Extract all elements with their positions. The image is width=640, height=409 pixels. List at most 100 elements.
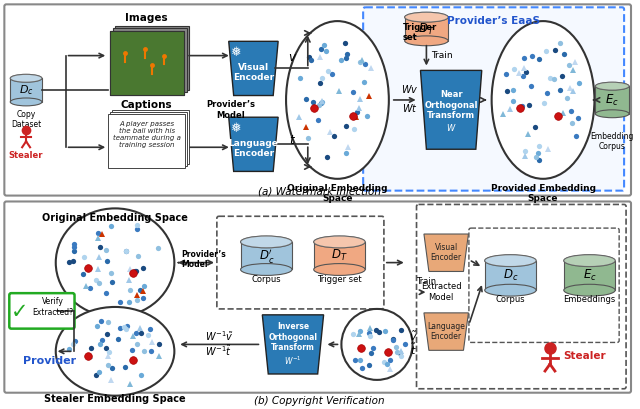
Polygon shape (228, 117, 278, 171)
Text: Trigger
set: Trigger set (403, 23, 437, 43)
Text: Stealer Embedding Space: Stealer Embedding Space (44, 394, 186, 404)
Polygon shape (424, 313, 468, 351)
Ellipse shape (314, 263, 365, 275)
Text: Provided Embedding
Space: Provided Embedding Space (490, 184, 596, 203)
Text: Language
Encoder: Language Encoder (228, 139, 278, 158)
Polygon shape (228, 41, 278, 96)
Polygon shape (241, 242, 292, 270)
Text: ❅: ❅ (230, 46, 241, 59)
Ellipse shape (484, 284, 536, 296)
Ellipse shape (241, 236, 292, 248)
Text: $W^{-1}\tilde{t}$: $W^{-1}\tilde{t}$ (205, 343, 232, 358)
Text: Verify
Extracted?: Verify Extracted? (32, 297, 74, 317)
Ellipse shape (286, 21, 389, 179)
Polygon shape (564, 261, 615, 290)
Text: $D_T$: $D_T$ (418, 21, 435, 36)
FancyBboxPatch shape (113, 28, 188, 92)
Ellipse shape (56, 307, 174, 396)
Text: $t$: $t$ (289, 134, 296, 147)
Polygon shape (484, 261, 536, 290)
Text: $Wt$: $Wt$ (402, 102, 417, 114)
Text: Extracted
Model: Extracted Model (421, 283, 461, 302)
Text: $\tilde{t}$: $\tilde{t}$ (410, 342, 417, 357)
Text: $v$: $v$ (289, 52, 298, 65)
Text: $W^{-1}\tilde{v}$: $W^{-1}\tilde{v}$ (205, 330, 233, 344)
FancyBboxPatch shape (469, 228, 619, 342)
Text: Images: Images (125, 13, 168, 23)
Polygon shape (420, 70, 482, 149)
FancyBboxPatch shape (115, 26, 189, 90)
Text: Corpus: Corpus (252, 275, 281, 284)
Text: Original Embedding
Space: Original Embedding Space (287, 184, 388, 203)
Ellipse shape (10, 98, 42, 106)
Text: ❅: ❅ (230, 122, 241, 135)
Ellipse shape (595, 110, 629, 118)
Ellipse shape (404, 12, 448, 22)
Text: $D_c'$: $D_c'$ (259, 247, 274, 265)
Ellipse shape (10, 74, 42, 82)
FancyBboxPatch shape (10, 293, 74, 329)
FancyBboxPatch shape (4, 4, 631, 196)
Text: $D_c$: $D_c$ (19, 83, 33, 97)
Text: Provider’s
Model: Provider’s Model (206, 100, 255, 119)
Ellipse shape (56, 209, 174, 317)
Text: Trigger set: Trigger set (317, 275, 362, 284)
Polygon shape (424, 234, 468, 272)
FancyBboxPatch shape (110, 31, 184, 95)
Text: Original Embedding Space: Original Embedding Space (42, 213, 188, 223)
Text: Inverse
Orthogonal
Transform
$W^{-1}$: Inverse Orthogonal Transform $W^{-1}$ (268, 322, 317, 366)
Text: $D_T$: $D_T$ (331, 248, 348, 263)
Ellipse shape (484, 255, 536, 267)
Text: $Wv$: $Wv$ (401, 83, 419, 95)
Text: ✓: ✓ (10, 302, 28, 322)
FancyBboxPatch shape (4, 202, 631, 393)
Text: $D_c$: $D_c$ (502, 268, 518, 283)
Text: Embeddings: Embeddings (563, 295, 616, 304)
Text: Near
Orthogonal
Transform
$W$: Near Orthogonal Transform $W$ (424, 90, 478, 133)
Text: A player passes
the ball with his
teammate during a
training session: A player passes the ball with his teamma… (113, 121, 180, 148)
FancyBboxPatch shape (417, 204, 626, 389)
Text: Copy
Dataset: Copy Dataset (11, 110, 41, 129)
Text: Corpus: Corpus (495, 295, 525, 304)
Text: Provider’s
Model: Provider’s Model (181, 250, 226, 270)
Text: Visual
Encoder: Visual Encoder (233, 63, 274, 82)
Ellipse shape (564, 255, 615, 267)
Text: Train: Train (431, 51, 453, 60)
Ellipse shape (564, 284, 615, 296)
Text: Stealer: Stealer (9, 151, 44, 160)
Text: $E_c$: $E_c$ (605, 92, 619, 108)
Ellipse shape (314, 236, 365, 248)
Ellipse shape (341, 309, 413, 380)
Polygon shape (404, 17, 448, 41)
Text: Stealer: Stealer (563, 351, 605, 361)
Text: Embedding
Corpus: Embedding Corpus (591, 132, 634, 151)
Text: Provider: Provider (23, 356, 76, 366)
Ellipse shape (484, 255, 536, 267)
Text: Captions: Captions (121, 100, 173, 110)
Ellipse shape (595, 82, 629, 90)
Text: Visual
Encoder: Visual Encoder (431, 243, 461, 263)
Ellipse shape (241, 263, 292, 275)
Ellipse shape (492, 21, 595, 179)
Ellipse shape (404, 12, 448, 22)
FancyBboxPatch shape (108, 114, 185, 168)
Text: Language
Encoder: Language Encoder (428, 322, 465, 341)
Ellipse shape (241, 236, 292, 248)
Ellipse shape (10, 74, 42, 82)
Ellipse shape (314, 236, 365, 248)
Text: (b) Copyright Verification: (b) Copyright Verification (254, 396, 385, 406)
FancyBboxPatch shape (217, 216, 384, 309)
Ellipse shape (595, 82, 629, 90)
Text: $E_c$: $E_c$ (582, 268, 596, 283)
FancyBboxPatch shape (363, 7, 624, 191)
Ellipse shape (404, 36, 448, 46)
FancyBboxPatch shape (112, 110, 189, 164)
Text: Train: Train (417, 277, 436, 286)
Text: Provider’s EaaS: Provider’s EaaS (447, 16, 540, 26)
Polygon shape (10, 78, 42, 102)
Polygon shape (595, 86, 629, 114)
FancyBboxPatch shape (110, 31, 184, 95)
Polygon shape (314, 242, 365, 270)
Text: $\tilde{v}$: $\tilde{v}$ (409, 330, 418, 343)
Text: (a) Watermark Injection: (a) Watermark Injection (258, 187, 381, 197)
